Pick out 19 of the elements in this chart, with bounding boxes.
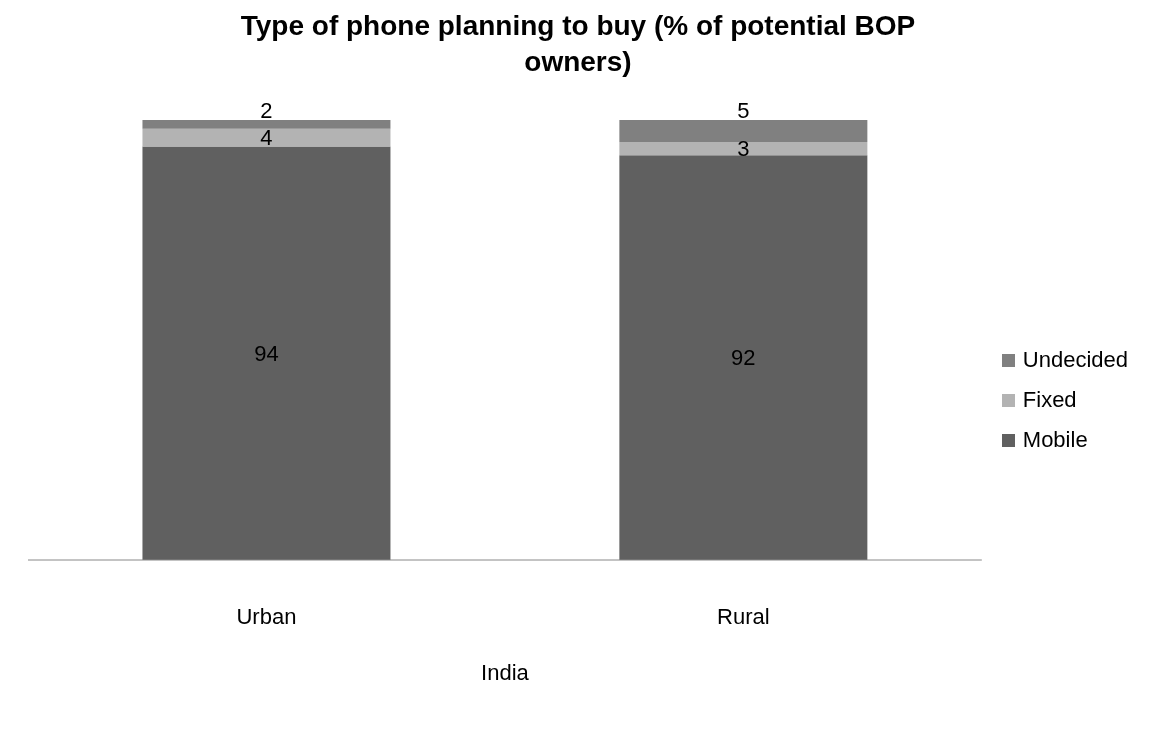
x-tick-label: Urban	[236, 603, 297, 629]
bar	[142, 120, 391, 129]
bar	[619, 155, 868, 560]
legend-label: Fixed	[1022, 387, 1077, 413]
data-label: 2	[260, 98, 273, 123]
x-tick-label: Rural	[717, 603, 770, 629]
data-label: 92	[731, 345, 756, 371]
data-label: 94	[254, 341, 279, 367]
bar	[142, 128, 391, 147]
x-axis-title: India	[481, 660, 530, 685]
legend-label: Undecided	[1022, 347, 1128, 373]
bar	[142, 146, 391, 560]
bar	[619, 142, 868, 156]
bar	[619, 120, 868, 142]
legend-label: Mobile	[1022, 427, 1088, 453]
data-label: 4	[260, 125, 273, 151]
chart-title: Type of phone planning to buy (% of potential BOP owners)	[239, 9, 917, 79]
data-label: 3	[737, 136, 750, 162]
data-label: 5	[737, 98, 750, 123]
